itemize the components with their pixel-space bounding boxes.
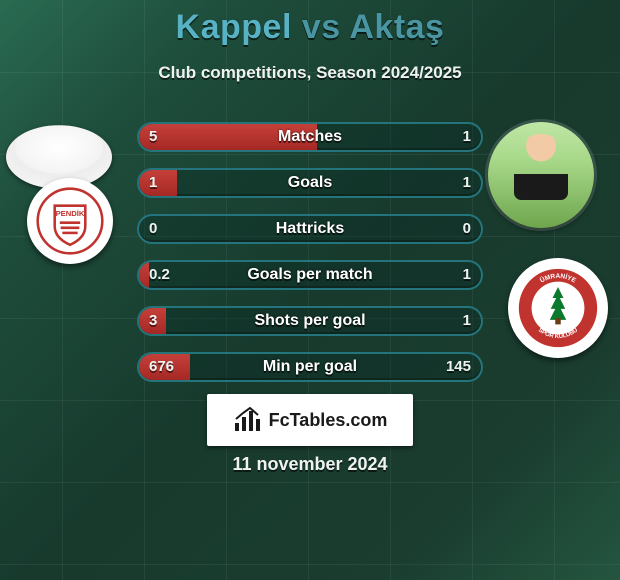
stat-left-value: 0 bbox=[149, 216, 157, 242]
player2-portrait bbox=[488, 122, 594, 228]
content-root: Kappel vs Aktaş Club competitions, Seaso… bbox=[0, 0, 620, 580]
stat-fill bbox=[139, 354, 190, 380]
stat-fill bbox=[139, 124, 317, 150]
date-text: 11 november 2024 bbox=[0, 454, 620, 475]
stat-row: 1 Goals 1 bbox=[137, 168, 483, 198]
stat-right-value: 0 bbox=[463, 216, 471, 242]
stat-fill bbox=[139, 262, 149, 288]
stat-right-value: 1 bbox=[463, 124, 471, 150]
fctables-logo-icon bbox=[233, 407, 263, 433]
svg-text:PENDİK: PENDİK bbox=[56, 209, 85, 218]
stat-right-value: 1 bbox=[463, 170, 471, 196]
stat-label: Hattricks bbox=[139, 216, 481, 242]
title-player2: Aktaş bbox=[349, 8, 444, 46]
page-title: Kappel vs Aktaş bbox=[0, 0, 620, 47]
player1-club-crest: PENDİK bbox=[27, 178, 113, 264]
stat-label: Min per goal bbox=[139, 354, 481, 380]
stat-right-value: 1 bbox=[463, 308, 471, 334]
attribution-badge: FcTables.com bbox=[207, 394, 413, 446]
stat-label: Goals bbox=[139, 170, 481, 196]
stat-row: 0.2 Goals per match 1 bbox=[137, 260, 483, 290]
stat-left-value: 0.2 bbox=[149, 262, 170, 288]
attribution-text: FcTables.com bbox=[269, 410, 388, 431]
stat-right-value: 1 bbox=[463, 262, 471, 288]
stat-row: 5 Matches 1 bbox=[137, 122, 483, 152]
stat-row: 0 Hattricks 0 bbox=[137, 214, 483, 244]
stat-row: 3 Shots per goal 1 bbox=[137, 306, 483, 336]
stat-fill bbox=[139, 170, 177, 196]
stat-fill bbox=[139, 308, 166, 334]
umraniye-crest-icon: ÜMRANİYE SPOR KULÜBÜ bbox=[517, 267, 599, 349]
subtitle: Club competitions, Season 2024/2025 bbox=[0, 63, 620, 83]
title-player1: Kappel bbox=[176, 8, 292, 46]
stat-bars: 5 Matches 1 1 Goals 1 0 Hattricks 0 0.2 … bbox=[137, 122, 483, 398]
stat-row: 676 Min per goal 145 bbox=[137, 352, 483, 382]
stat-label: Goals per match bbox=[139, 262, 481, 288]
title-vs: vs bbox=[302, 8, 341, 46]
player2-club-crest: ÜMRANİYE SPOR KULÜBÜ bbox=[508, 258, 608, 358]
stat-label: Shots per goal bbox=[139, 308, 481, 334]
pendik-crest-icon: PENDİK bbox=[36, 187, 104, 255]
stat-right-value: 145 bbox=[446, 354, 471, 380]
